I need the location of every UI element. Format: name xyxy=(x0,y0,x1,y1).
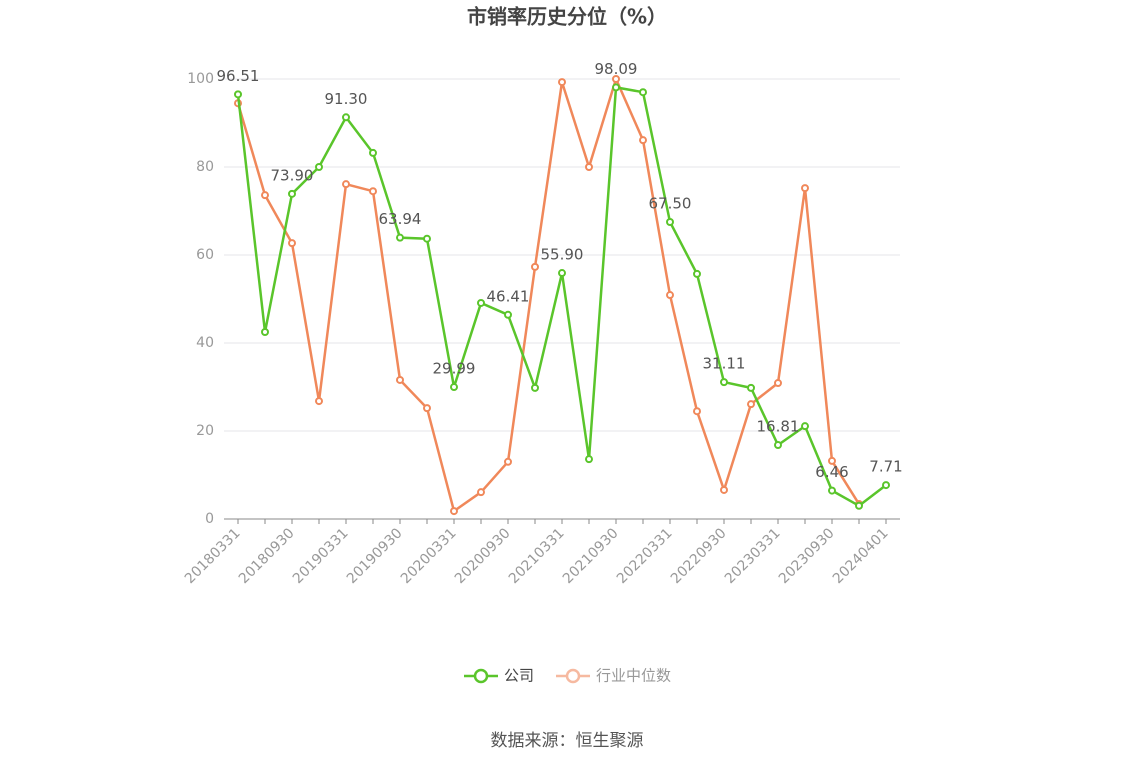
series-line xyxy=(236,75,861,514)
x-tick-label: 20240401 xyxy=(830,525,892,587)
data-label: 31.11 xyxy=(703,355,746,373)
data-point xyxy=(801,422,809,431)
y-tick-label: 40 xyxy=(196,335,214,351)
data-point xyxy=(585,163,593,171)
data-point xyxy=(720,378,728,387)
data-point xyxy=(477,488,485,497)
data-point xyxy=(828,456,836,465)
data-point xyxy=(531,383,539,392)
data-label: 7.71 xyxy=(869,458,902,476)
y-tick-label: 0 xyxy=(205,511,214,527)
data-point xyxy=(828,486,836,495)
data-point xyxy=(315,163,323,171)
data-point xyxy=(450,383,458,392)
data-point xyxy=(504,310,512,319)
data-point xyxy=(774,379,782,388)
x-tick-label: 20200331 xyxy=(398,525,460,587)
data-label: 55.90 xyxy=(541,246,584,264)
data-label: 67.50 xyxy=(649,195,692,213)
data-point xyxy=(693,269,701,278)
x-tick-label: 20190930 xyxy=(344,525,406,587)
data-point xyxy=(261,191,269,200)
data-point xyxy=(423,404,431,413)
x-tick-label: 20220331 xyxy=(614,525,676,587)
data-point xyxy=(288,189,296,198)
data-point xyxy=(558,78,566,87)
data-point xyxy=(477,298,485,307)
data-point xyxy=(801,184,809,193)
data-point xyxy=(369,148,377,157)
data-point xyxy=(774,441,782,450)
y-tick-label: 100 xyxy=(187,71,214,87)
x-tick-label: 20230930 xyxy=(776,525,838,587)
data-label: 91.30 xyxy=(325,90,368,108)
legend-marker xyxy=(565,668,581,684)
legend-label: 行业中位数 xyxy=(596,667,671,685)
data-point xyxy=(882,481,890,490)
x-tick-label: 20210930 xyxy=(560,525,622,587)
data-point xyxy=(585,455,593,464)
data-point xyxy=(747,383,755,392)
data-point xyxy=(261,328,269,336)
data-label: 6.46 xyxy=(815,463,848,481)
data-label: 96.51 xyxy=(217,67,260,85)
data-point xyxy=(396,375,404,384)
data-point xyxy=(423,234,431,243)
y-tick-label: 80 xyxy=(196,159,214,175)
chart-title: 市销率历史分位（%） xyxy=(467,5,667,29)
data-point xyxy=(612,75,620,83)
data-point xyxy=(504,457,512,466)
data-point xyxy=(369,187,377,196)
data-point xyxy=(342,180,350,189)
x-tick-label: 20190331 xyxy=(290,525,352,587)
data-point xyxy=(396,233,404,242)
y-tick-label: 60 xyxy=(196,247,214,263)
x-tick-label: 20210331 xyxy=(506,525,568,587)
data-point xyxy=(531,262,539,271)
legend-marker xyxy=(473,668,489,684)
data-point xyxy=(639,88,647,97)
data-point xyxy=(288,239,296,248)
data-point xyxy=(747,400,755,409)
data-point xyxy=(720,485,728,494)
data-label: 16.81 xyxy=(757,418,800,436)
data-label: 29.99 xyxy=(433,360,476,378)
data-point xyxy=(342,113,350,122)
data-point xyxy=(612,83,620,92)
x-tick-label: 20220930 xyxy=(668,525,730,587)
data-point xyxy=(315,397,323,406)
data-point xyxy=(450,507,458,516)
data-label: 63.94 xyxy=(379,210,422,228)
data-point xyxy=(234,90,242,99)
x-tick-label: 20230331 xyxy=(722,525,784,587)
data-label: 73.90 xyxy=(271,166,314,184)
x-tick-label: 20180930 xyxy=(236,525,298,587)
data-point xyxy=(639,136,647,145)
data-point xyxy=(666,291,674,300)
data-point xyxy=(558,269,566,278)
y-tick-label: 20 xyxy=(196,423,214,439)
x-tick-label: 20200930 xyxy=(452,525,514,587)
data-point xyxy=(666,218,674,226)
data-point xyxy=(693,407,701,416)
data-point xyxy=(855,501,863,510)
source-note: 数据来源：恒生聚源 xyxy=(491,731,644,751)
x-tick-label: 20180331 xyxy=(182,525,244,587)
data-label: 46.41 xyxy=(487,287,530,305)
data-label: 98.09 xyxy=(595,60,638,78)
legend-label: 公司 xyxy=(504,667,534,685)
